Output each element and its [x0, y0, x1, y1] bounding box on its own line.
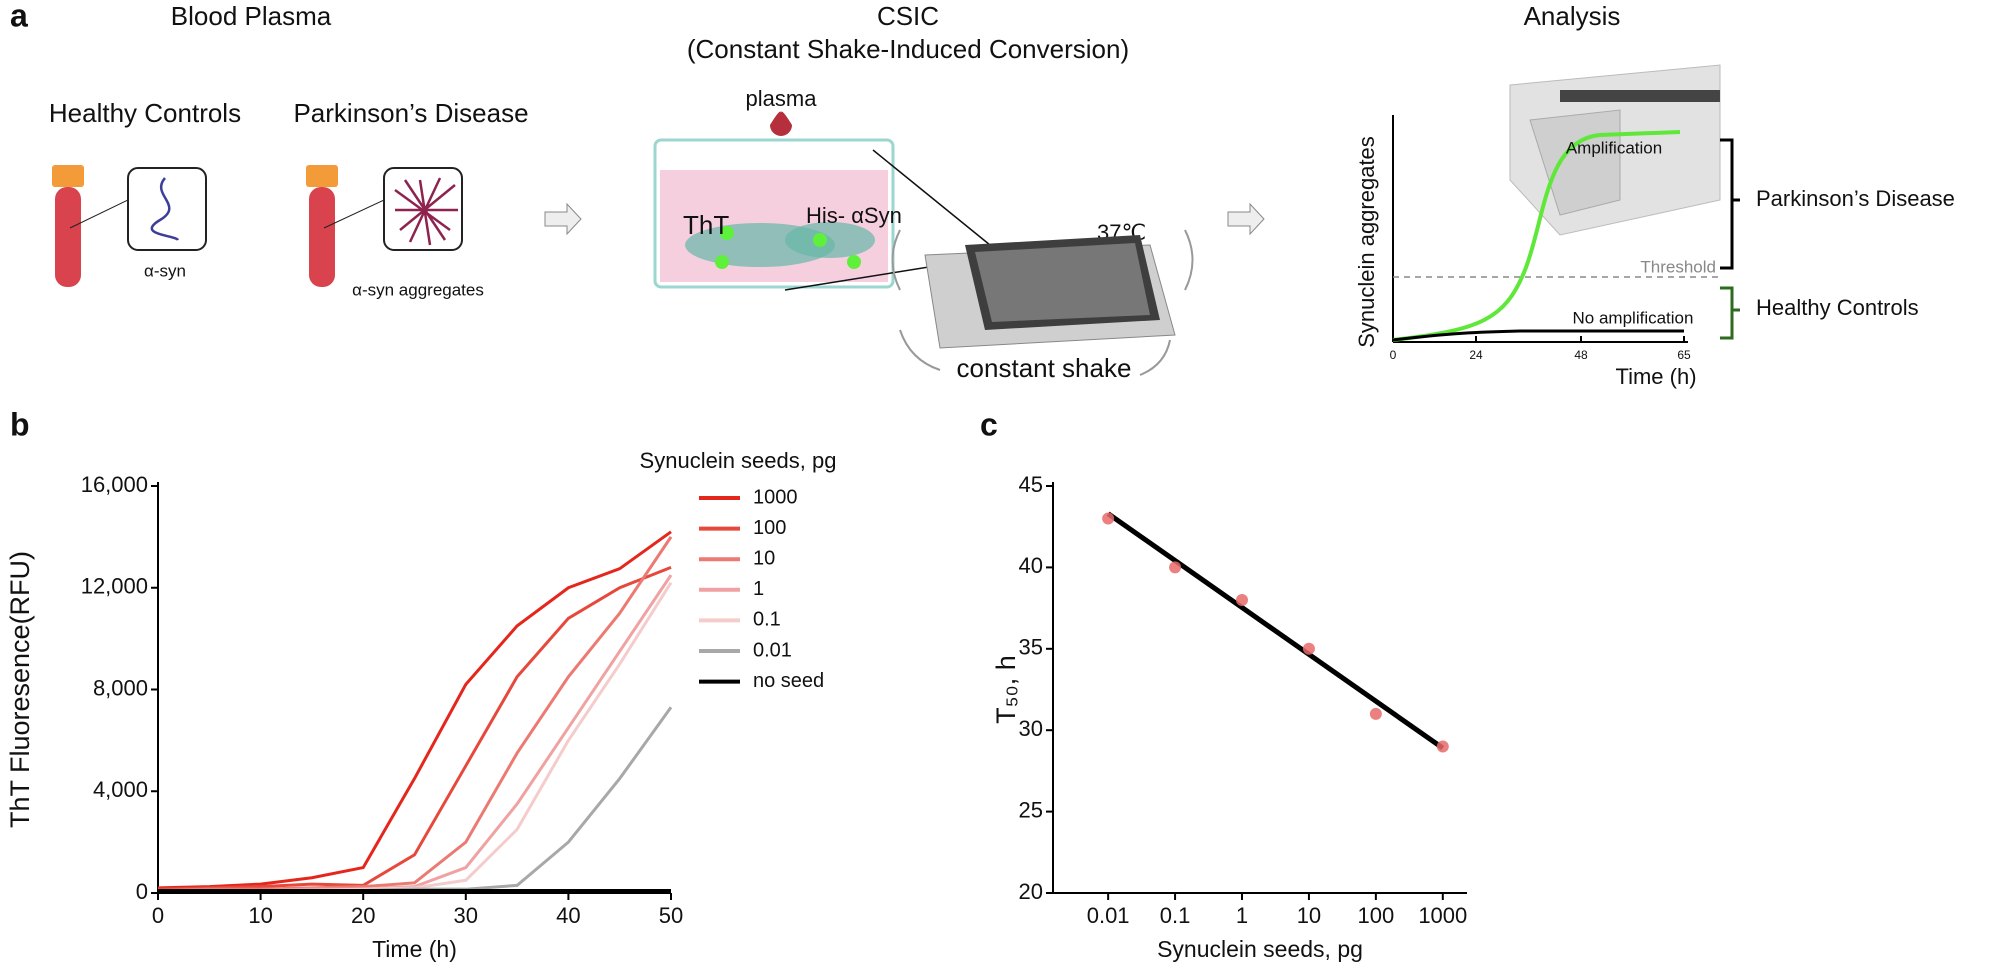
- plate: [891, 229, 1194, 376]
- shake-label: constant shake: [957, 353, 1132, 383]
- x-tick-label: 50: [659, 903, 683, 928]
- legend-label: 0.01: [753, 639, 792, 661]
- tick-label: 24: [1469, 348, 1483, 362]
- y-tick-label: 25: [1019, 797, 1043, 822]
- x-tick-label: 10: [1297, 903, 1321, 928]
- tick-label: 65: [1677, 348, 1691, 362]
- tick-label: 0: [1390, 348, 1397, 362]
- tube-parkinsons: [306, 165, 463, 287]
- axis-label: Synuclein aggregates: [1354, 136, 1379, 348]
- y-tick-label: 12,000: [81, 574, 148, 599]
- group-label: Parkinson’s Disease: [1756, 186, 1955, 211]
- panel-label: a: [10, 0, 28, 33]
- legend-label: no seed: [753, 670, 824, 692]
- data-point: [1169, 561, 1182, 574]
- x-axis-label: Synuclein seeds, pg: [1157, 936, 1363, 962]
- data-point: [1102, 512, 1115, 525]
- x-tick-label: 100: [1358, 903, 1395, 928]
- series-line: [157, 566, 672, 891]
- series-line: [158, 706, 673, 892]
- arrow: [1227, 202, 1265, 236]
- curve-label: No amplification: [1573, 308, 1694, 327]
- group-label: Healthy Controls: [1756, 295, 1919, 320]
- x-tick-label: 10: [248, 903, 272, 928]
- legend-title: Synuclein seeds, pg: [640, 448, 837, 473]
- data-point: [1302, 642, 1315, 655]
- fit-line: [1106, 511, 1445, 751]
- series-line: [157, 536, 673, 892]
- plasma-label: plasma: [746, 86, 818, 111]
- inset-label: α-syn: [144, 261, 186, 280]
- y-tick-label: 20: [1019, 879, 1043, 904]
- reagent-label: His- αSyn: [806, 203, 902, 228]
- axis-label: Time (h): [1615, 364, 1696, 389]
- section-title: Blood Plasma: [171, 1, 332, 31]
- x-tick-label: 0.1: [1160, 903, 1191, 928]
- threshold-label: Threshold: [1640, 257, 1716, 276]
- x-tick-label: 0.01: [1087, 903, 1130, 928]
- mini-chart: [1392, 115, 1740, 343]
- legend-label: 10: [753, 547, 775, 569]
- series-line: [158, 574, 673, 892]
- section-title: CSIC: [877, 1, 939, 31]
- tube-healthy: [52, 165, 207, 287]
- x-tick-label: 0: [152, 903, 164, 928]
- legend-label: 1: [753, 578, 764, 600]
- x-axis-label: Time (h): [372, 936, 457, 962]
- x-tick-label: 30: [454, 903, 478, 928]
- y-tick-label: 16,000: [81, 472, 148, 497]
- x-tick-label: 1000: [1418, 903, 1467, 928]
- y-tick-label: 4,000: [93, 777, 148, 802]
- y-tick-label: 35: [1019, 635, 1043, 660]
- legend-label: 1000: [753, 486, 798, 508]
- group-label: Parkinson’s Disease: [293, 98, 528, 128]
- arrow: [544, 202, 582, 236]
- series-line: [157, 530, 672, 890]
- panel-label: c: [980, 406, 998, 442]
- y-tick-label: 45: [1019, 472, 1043, 497]
- section-title: Analysis: [1524, 1, 1621, 31]
- x-tick-label: 20: [351, 903, 375, 928]
- beaker: [653, 111, 991, 291]
- data-point: [1236, 593, 1249, 606]
- y-tick-label: 30: [1019, 716, 1043, 741]
- group-label: Healthy Controls: [49, 98, 241, 128]
- x-tick-label: 1: [1236, 903, 1248, 928]
- curve-label: Amplification: [1566, 138, 1662, 157]
- y-axis-label: T₅₀, h: [991, 655, 1021, 724]
- legend-label: 100: [753, 517, 786, 539]
- tick-label: 48: [1574, 348, 1588, 362]
- inset-label: α-syn aggregates: [352, 280, 484, 299]
- y-axis-label: ThT Fluoresence(RFU): [5, 551, 35, 828]
- y-tick-label: 0: [136, 879, 148, 904]
- data-point: [1369, 707, 1382, 720]
- y-tick-label: 40: [1019, 553, 1043, 578]
- reagent-label: ThT: [683, 210, 729, 240]
- legend-label: 0.1: [753, 609, 781, 631]
- section-subtitle: (Constant Shake-Induced Conversion): [687, 34, 1129, 64]
- panel-label: b: [10, 406, 30, 442]
- data-point: [1436, 740, 1449, 753]
- x-tick-label: 40: [556, 903, 580, 928]
- y-tick-label: 8,000: [93, 675, 148, 700]
- series-line: [158, 581, 673, 892]
